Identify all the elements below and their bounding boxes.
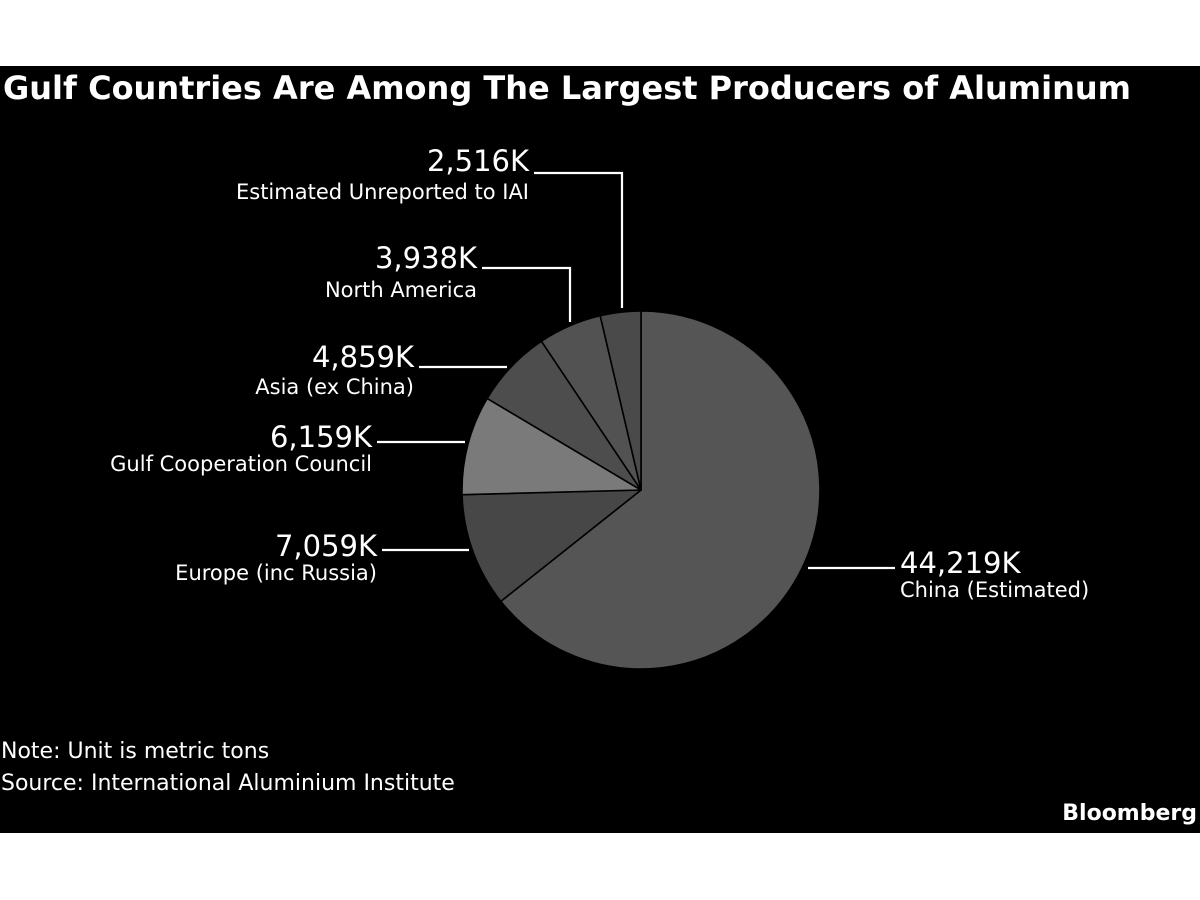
chart-title: Gulf Countries Are Among The Largest Pro… [3, 69, 1131, 107]
unit-note: Note: Unit is metric tons [1, 739, 270, 764]
value-label-asia-ex-china: 4,859K [312, 340, 415, 374]
value-label-north-america: 3,938K [375, 241, 478, 275]
category-label-north-america: North America [325, 278, 477, 302]
value-label-china-estimated: 44,219K [900, 546, 1021, 580]
category-label-europe-inc-russia: Europe (inc Russia) [175, 561, 377, 585]
leader-line-north-america [482, 266, 572, 322]
category-label-asia-ex-china: Asia (ex China) [255, 375, 414, 399]
pie-slice-china-estimated [500, 310, 821, 670]
category-label-estimated-unreported-to-iai: Estimated Unreported to IAI [236, 180, 529, 204]
bloomberg-logo: Bloomberg [1062, 801, 1197, 826]
value-label-gulf-cooperation-council: 6,159K [270, 420, 373, 454]
value-label-europe-inc-russia: 7,059K [275, 529, 378, 563]
leader-line-estimated-unreported-to-iai [534, 171, 624, 308]
source-note: Source: International Aluminium Institut… [1, 771, 455, 796]
pie-slice-estimated-unreported-to-iai [599, 310, 642, 491]
pie-slice-europe-inc-russia [461, 489, 642, 603]
chart-panel: Gulf Countries Are Among The Largest Pro… [0, 66, 1200, 833]
pie-slice-gulf-cooperation-council [461, 397, 642, 496]
value-label-estimated-unreported-to-iai: 2,516K [427, 144, 530, 178]
category-label-gulf-cooperation-council: Gulf Cooperation Council [110, 452, 372, 476]
category-label-china-estimated: China (Estimated) [900, 578, 1089, 602]
